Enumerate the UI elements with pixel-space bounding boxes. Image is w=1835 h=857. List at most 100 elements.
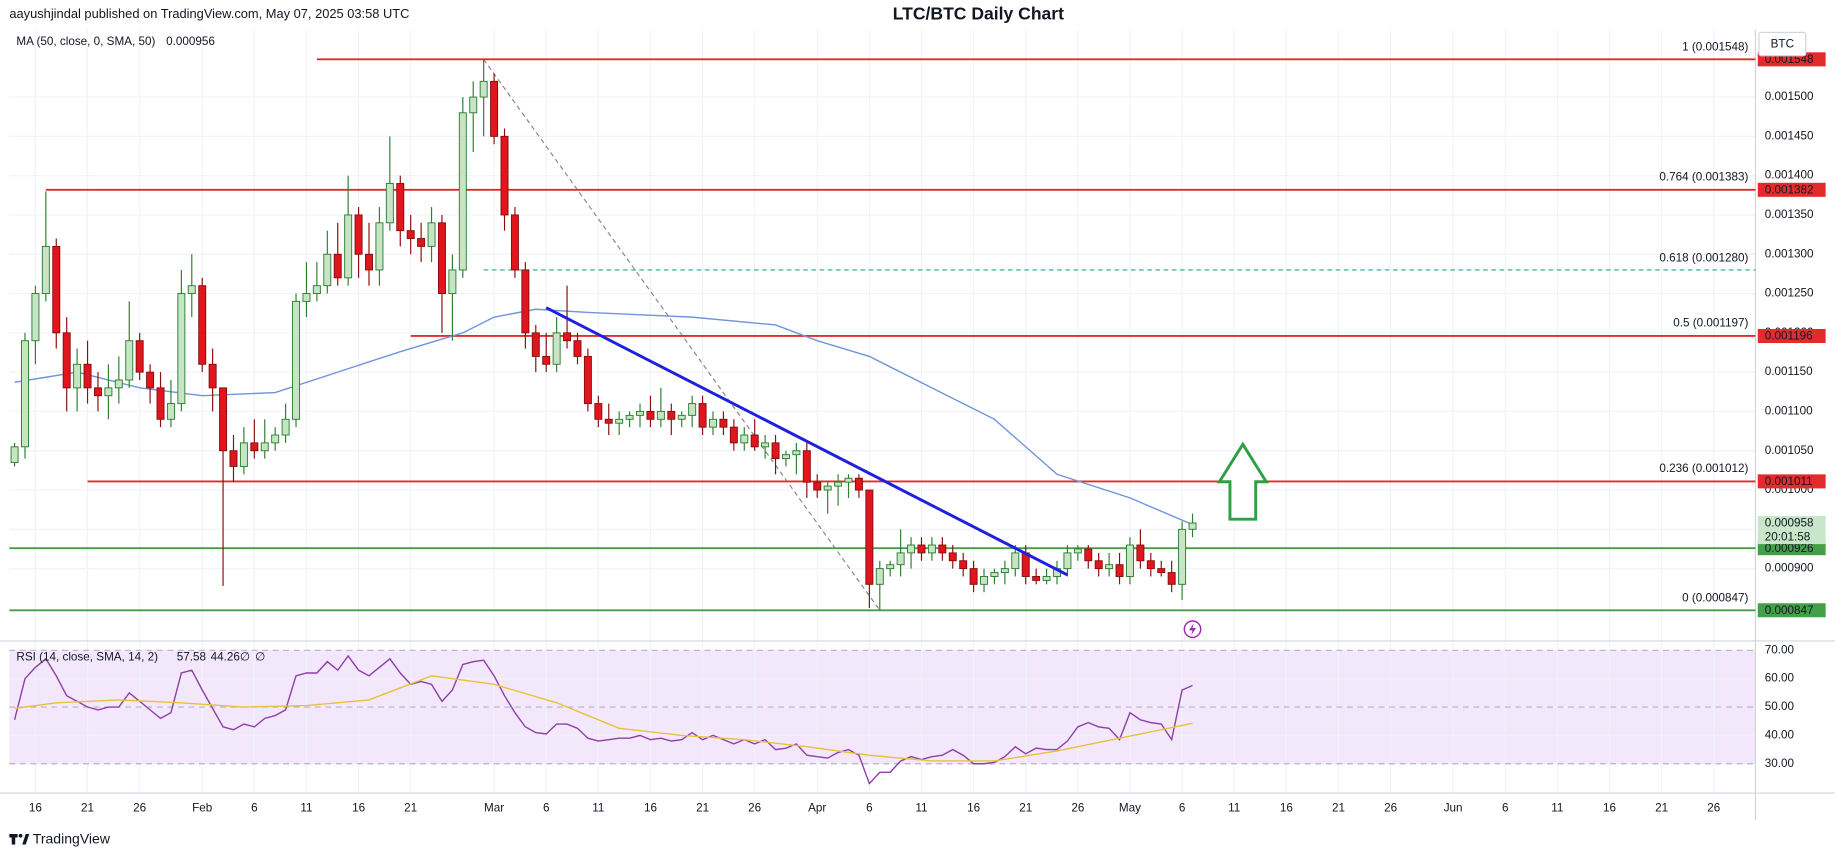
candle-body	[1094, 560, 1103, 570]
candle-body	[1178, 528, 1187, 585]
y-tick-label: 0.001400	[1765, 169, 1814, 182]
rsi-tick-label: 60.00	[1765, 672, 1795, 685]
candle-body	[938, 544, 947, 554]
candle-body	[229, 450, 238, 467]
up-arrow	[1216, 441, 1269, 521]
candle-body	[135, 340, 144, 373]
fib-label: 0.236 (0.001012)	[1659, 462, 1748, 475]
level-badge-text: 0.000847	[1765, 604, 1814, 617]
candle-body	[542, 355, 551, 365]
candle-body	[166, 403, 175, 420]
rsi-tick-label: 50.00	[1765, 700, 1795, 713]
x-tick-label: Apr	[808, 801, 826, 814]
trendline	[545, 306, 1069, 577]
candle-body	[1146, 560, 1155, 570]
candle-body	[250, 442, 259, 452]
rsi-legend: RSI (14, close, SMA, 14, 2)	[16, 650, 158, 663]
x-tick-label: 21	[404, 801, 417, 814]
candle-body	[740, 434, 749, 444]
candle-body	[844, 477, 853, 483]
fib-label: 0.764 (0.001383)	[1659, 170, 1748, 183]
candle-body	[1032, 576, 1041, 581]
candle-body	[698, 403, 707, 428]
x-tick-label: 21	[1655, 801, 1668, 814]
currency-label: BTC	[1771, 38, 1794, 51]
x-tick-label: 11	[1228, 801, 1240, 814]
x-tick-label: 11	[1551, 801, 1563, 814]
rsi-tick-label: 40.00	[1765, 728, 1795, 741]
candle-body	[656, 410, 665, 420]
candle-body	[573, 340, 582, 357]
candle-body	[146, 371, 155, 389]
candle-body	[93, 387, 102, 397]
level-badge	[1757, 328, 1826, 344]
countdown-badge	[1757, 530, 1826, 545]
candle-body	[187, 285, 196, 295]
candle-body	[62, 332, 71, 389]
candle-body	[896, 552, 905, 566]
rsi-tick-label: 30.00	[1765, 757, 1795, 770]
y-tick-label: 0.001300	[1765, 247, 1814, 260]
x-tick-label: 11	[592, 801, 604, 814]
fib-label: 0.5 (0.001197)	[1673, 317, 1748, 330]
candle-body	[10, 446, 19, 463]
x-tick-label: 16	[1280, 801, 1293, 814]
x-tick-label: 21	[1332, 801, 1345, 814]
y-tick-label: 0.001450	[1765, 129, 1814, 142]
footer-logo	[9, 833, 30, 845]
x-tick-label: 16	[1603, 801, 1616, 814]
y-tick-label: 0.001250	[1765, 287, 1814, 300]
candle-body	[198, 285, 207, 365]
x-tick-label: 16	[967, 801, 980, 814]
x-tick-label: 11	[915, 801, 927, 814]
candle-body	[83, 363, 92, 389]
candle-body	[917, 544, 926, 554]
ma-legend-value: 0.000956	[166, 35, 215, 48]
candle-body	[469, 96, 478, 114]
candle-body	[667, 410, 676, 420]
candle-body	[1063, 552, 1072, 570]
candle-body	[761, 442, 770, 448]
candle-body	[344, 214, 353, 279]
candle-body	[719, 418, 728, 428]
candle-body	[52, 245, 61, 334]
candle-body	[396, 183, 405, 232]
candle-body	[177, 293, 186, 405]
rsi-na-marker: ∅	[255, 650, 265, 663]
candle-body	[1105, 564, 1114, 570]
x-tick-label: 21	[1019, 801, 1032, 814]
x-tick-label: Mar	[484, 801, 504, 814]
candle-body	[281, 418, 290, 436]
candle-body	[1115, 564, 1124, 577]
candle-body	[802, 450, 811, 483]
candle-body	[875, 568, 884, 585]
candle-body	[834, 481, 843, 487]
candle-body	[948, 552, 957, 562]
logo-part	[18, 833, 23, 838]
candle-body	[458, 112, 467, 271]
x-tick-label: 26	[1707, 801, 1720, 814]
candle-body	[260, 442, 269, 452]
candle-body	[73, 363, 82, 389]
candle-body	[1021, 552, 1030, 577]
candle-body	[41, 245, 50, 295]
candle-body	[500, 135, 509, 216]
candle-body	[521, 269, 530, 334]
candle-body	[1136, 544, 1145, 562]
rsi-legend-value: 57.58	[177, 650, 206, 663]
level-badge	[1757, 541, 1826, 556]
x-tick-label: 26	[1071, 801, 1084, 814]
candle-body	[792, 450, 801, 456]
level-badge-text: 0.001382	[1765, 183, 1814, 196]
candle-body	[531, 332, 540, 357]
candle-body	[813, 481, 822, 491]
publish-info: aayushjindal published on TradingView.co…	[9, 6, 409, 21]
candle-body	[625, 414, 634, 420]
x-tick-label: 21	[81, 801, 94, 814]
candle-body	[417, 238, 426, 247]
x-tick-label: 6	[543, 801, 550, 814]
candle-body	[604, 418, 613, 424]
candle-body	[427, 222, 436, 247]
